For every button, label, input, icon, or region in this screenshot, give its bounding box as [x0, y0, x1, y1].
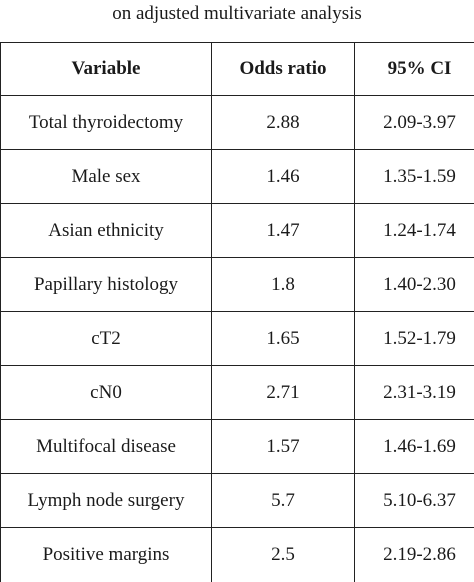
- cell-variable: Asian ethnicity: [1, 204, 212, 258]
- cell-ci: 1.46-1.69: [355, 420, 474, 474]
- cell-ci: 2.09-3.97: [355, 96, 474, 150]
- table-row: cT2 1.65 1.52-1.79: [1, 312, 474, 366]
- cell-odds-ratio: 1.8: [212, 258, 355, 312]
- cell-odds-ratio: 1.57: [212, 420, 355, 474]
- table-row: Total thyroidectomy 2.88 2.09-3.97: [1, 96, 474, 150]
- cell-variable: cT2: [1, 312, 212, 366]
- cell-variable: Male sex: [1, 150, 212, 204]
- table-row: Positive margins 2.5 2.19-2.86: [1, 528, 474, 582]
- cell-odds-ratio: 2.5: [212, 528, 355, 582]
- table-row: Asian ethnicity 1.47 1.24-1.74: [1, 204, 474, 258]
- cell-ci: 2.19-2.86: [355, 528, 474, 582]
- cell-odds-ratio: 2.88: [212, 96, 355, 150]
- cell-ci: 2.31-3.19: [355, 366, 474, 420]
- table-caption: on adjusted multivariate analysis: [0, 2, 474, 26]
- cell-ci: 1.35-1.59: [355, 150, 474, 204]
- cell-variable: Multifocal disease: [1, 420, 212, 474]
- cell-ci: 1.40-2.30: [355, 258, 474, 312]
- table-row: Lymph node surgery 5.7 5.10-6.37: [1, 474, 474, 528]
- cell-odds-ratio: 1.47: [212, 204, 355, 258]
- cell-odds-ratio: 1.46: [212, 150, 355, 204]
- cell-ci: 1.24-1.74: [355, 204, 474, 258]
- table-row: Papillary histology 1.8 1.40-2.30: [1, 258, 474, 312]
- table-row: Multifocal disease 1.57 1.46-1.69: [1, 420, 474, 474]
- cell-variable: Total thyroidectomy: [1, 96, 212, 150]
- table-row: Male sex 1.46 1.35-1.59: [1, 150, 474, 204]
- cell-variable: Papillary histology: [1, 258, 212, 312]
- cell-variable: Lymph node surgery: [1, 474, 212, 528]
- cell-odds-ratio: 1.65: [212, 312, 355, 366]
- cell-variable: cN0: [1, 366, 212, 420]
- results-table: Variable Odds ratio 95% CI Total thyroid…: [0, 42, 474, 582]
- cell-ci: 5.10-6.37: [355, 474, 474, 528]
- header-row: Variable Odds ratio 95% CI: [1, 43, 474, 96]
- header-variable: Variable: [1, 43, 212, 96]
- cell-ci: 1.52-1.79: [355, 312, 474, 366]
- header-odds-ratio: Odds ratio: [212, 43, 355, 96]
- cell-odds-ratio: 2.71: [212, 366, 355, 420]
- table-row: cN0 2.71 2.31-3.19: [1, 366, 474, 420]
- header-ci: 95% CI: [355, 43, 474, 96]
- cell-odds-ratio: 5.7: [212, 474, 355, 528]
- cell-variable: Positive margins: [1, 528, 212, 582]
